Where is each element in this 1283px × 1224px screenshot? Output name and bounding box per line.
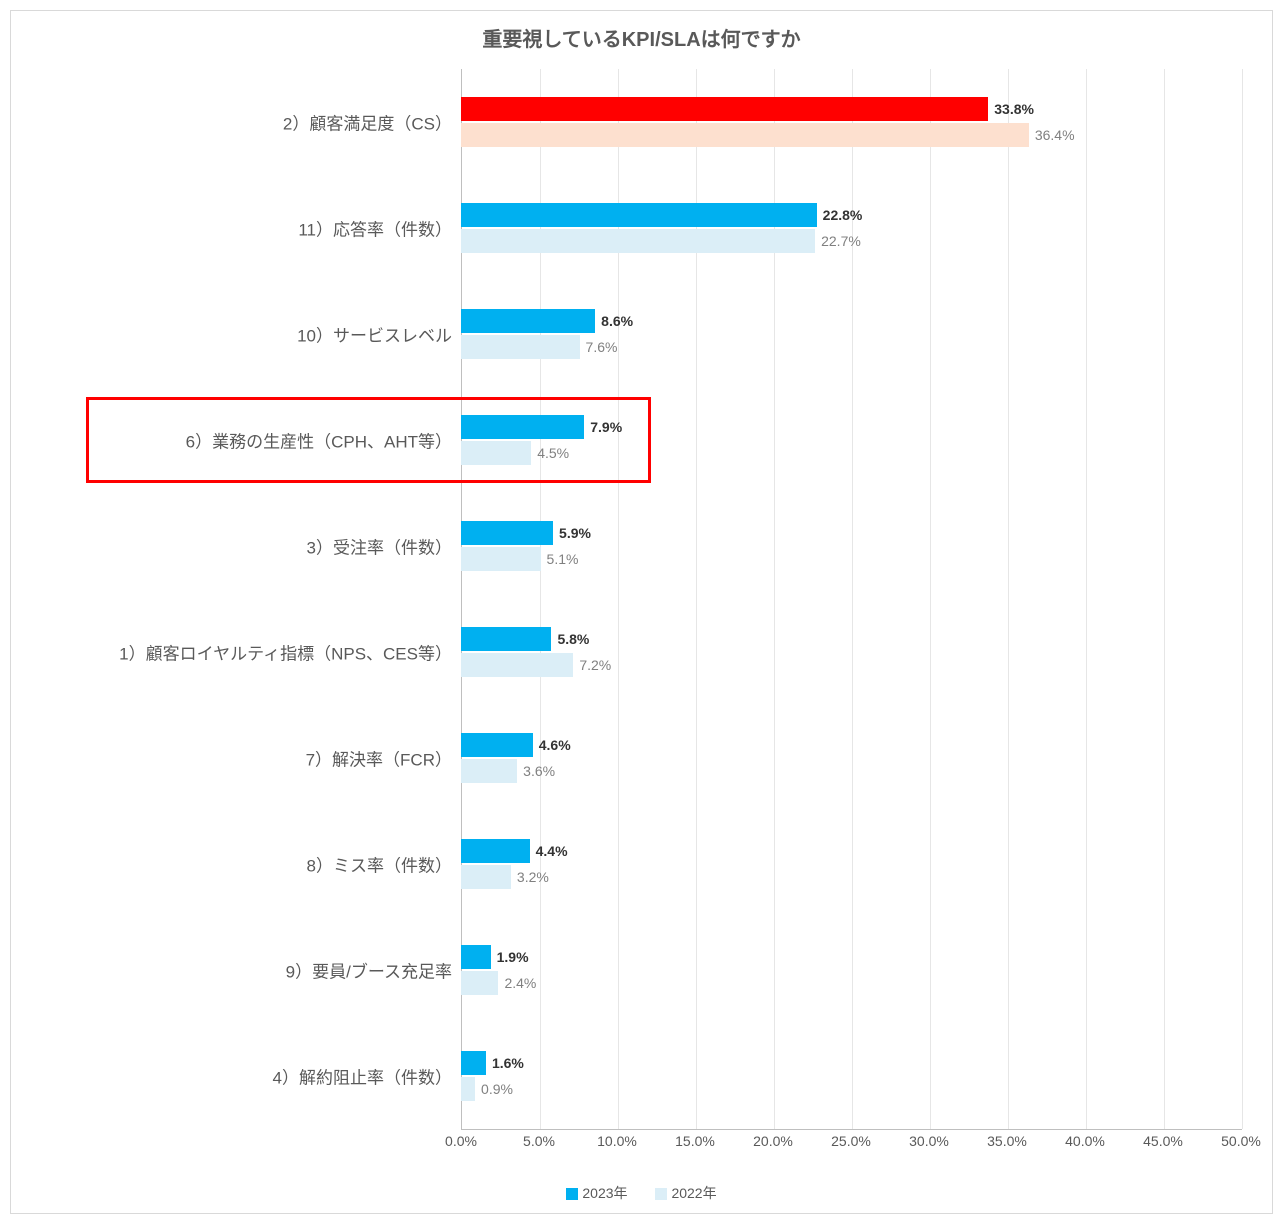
bar <box>461 547 541 571</box>
chart-title: 重要視しているKPI/SLAは何ですか <box>11 23 1272 52</box>
value-label: 1.6% <box>492 1055 524 1071</box>
legend-label-2022: 2022年 <box>671 1185 716 1201</box>
value-label: 5.8% <box>557 631 589 647</box>
category-label: 7）解決率（FCR） <box>22 746 452 771</box>
x-tick-label: 0.0% <box>445 1133 477 1149</box>
bar <box>461 839 530 863</box>
x-tick-label: 15.0% <box>675 1133 715 1149</box>
value-label: 22.8% <box>823 207 863 223</box>
bar <box>461 971 498 995</box>
value-label: 0.9% <box>481 1081 513 1097</box>
legend-label-2023: 2023年 <box>582 1185 627 1201</box>
category-label: 1）顧客ロイヤルティ指標（NPS、CES等） <box>22 640 452 665</box>
bar <box>461 203 817 227</box>
value-label: 1.9% <box>497 949 529 965</box>
category-label: 4）解約阻止率（件数） <box>22 1064 452 1089</box>
legend-swatch-2023 <box>566 1188 578 1200</box>
value-label: 33.8% <box>994 101 1034 117</box>
value-label: 2.4% <box>504 975 536 991</box>
bar <box>461 441 531 465</box>
legend: 2023年 2022年 <box>11 1183 1272 1203</box>
value-label: 7.6% <box>586 339 618 355</box>
value-label: 5.9% <box>559 525 591 541</box>
value-label: 4.6% <box>539 737 571 753</box>
category-label: 8）ミス率（件数） <box>22 852 452 877</box>
gridline <box>852 69 853 1129</box>
bar <box>461 335 580 359</box>
value-label: 5.1% <box>547 551 579 567</box>
category-label: 2）顧客満足度（CS） <box>22 110 452 135</box>
gridline <box>696 69 697 1129</box>
legend-item-2023: 2023年 <box>566 1183 627 1203</box>
gridline <box>1164 69 1165 1129</box>
gridline <box>930 69 931 1129</box>
x-tick-label: 10.0% <box>597 1133 637 1149</box>
category-label: 10）サービスレベル <box>22 322 452 347</box>
x-tick-label: 30.0% <box>909 1133 949 1149</box>
bar <box>461 759 517 783</box>
value-label: 36.4% <box>1035 127 1075 143</box>
bar <box>461 521 553 545</box>
gridline <box>774 69 775 1129</box>
value-label: 3.6% <box>523 763 555 779</box>
bar <box>461 123 1029 147</box>
x-tick-label: 25.0% <box>831 1133 871 1149</box>
bar <box>461 415 584 439</box>
value-label: 7.9% <box>590 419 622 435</box>
bar <box>461 627 551 651</box>
gridline <box>1008 69 1009 1129</box>
category-label: 6）業務の生産性（CPH、AHT等） <box>22 428 452 453</box>
chart-container: 重要視しているKPI/SLAは何ですか 2023年 2022年 0.0% 5.0%… <box>10 10 1273 1214</box>
gridline <box>618 69 619 1129</box>
value-label: 7.2% <box>579 657 611 673</box>
category-label: 9）要員/ブース充足率 <box>22 958 452 983</box>
x-tick-label: 45.0% <box>1143 1133 1183 1149</box>
value-label: 4.5% <box>537 445 569 461</box>
category-label: 3）受注率（件数） <box>22 534 452 559</box>
bar <box>461 733 533 757</box>
value-label: 4.4% <box>536 843 568 859</box>
x-tick-label: 35.0% <box>987 1133 1027 1149</box>
bar <box>461 229 815 253</box>
value-label: 22.7% <box>821 233 861 249</box>
legend-swatch-2022 <box>655 1188 667 1200</box>
value-label: 8.6% <box>601 313 633 329</box>
bar <box>461 1077 475 1101</box>
x-tick-label: 50.0% <box>1221 1133 1261 1149</box>
bar <box>461 97 988 121</box>
gridline <box>1242 69 1243 1129</box>
x-tick-label: 5.0% <box>523 1133 555 1149</box>
gridline <box>1086 69 1087 1129</box>
category-label: 11）応答率（件数） <box>22 216 452 241</box>
bar <box>461 945 491 969</box>
bar <box>461 865 511 889</box>
value-label: 3.2% <box>517 869 549 885</box>
bar <box>461 1051 486 1075</box>
gridline <box>540 69 541 1129</box>
bar <box>461 309 595 333</box>
x-tick-label: 40.0% <box>1065 1133 1105 1149</box>
x-tick-label: 20.0% <box>753 1133 793 1149</box>
legend-item-2022: 2022年 <box>655 1183 716 1203</box>
bar <box>461 653 573 677</box>
